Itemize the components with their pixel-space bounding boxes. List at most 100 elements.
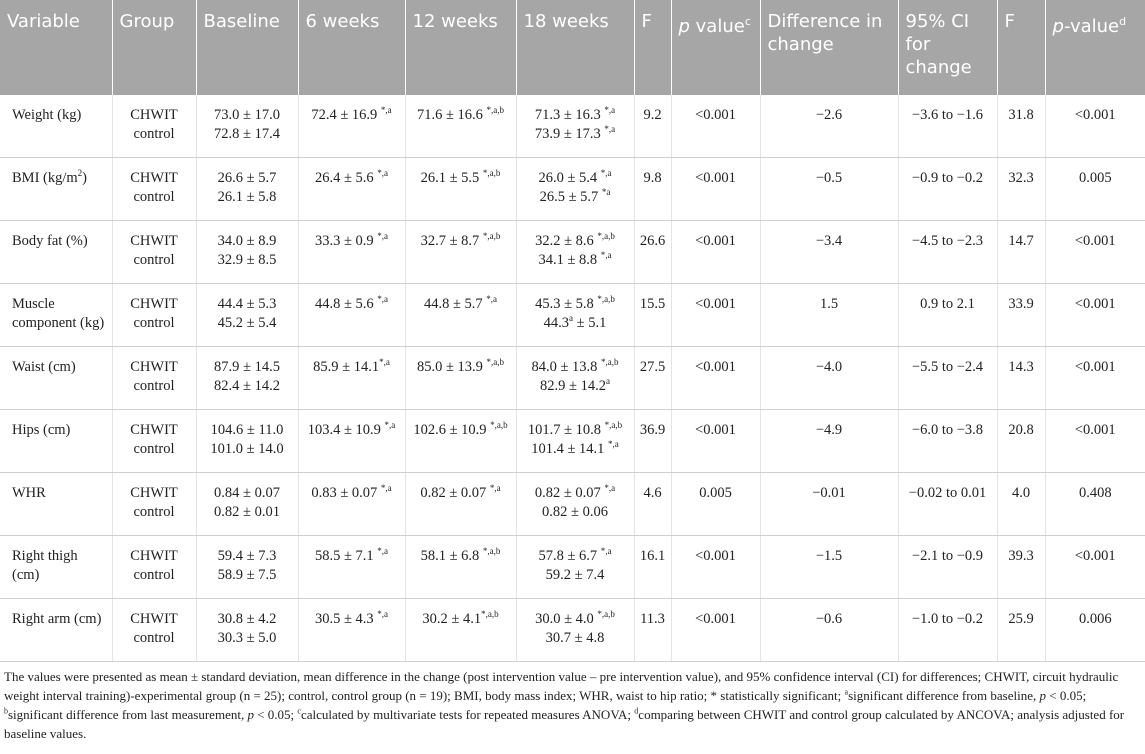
superscript: *,a,b [481,609,499,620]
text: 34.1 ± 8.8 [538,252,601,268]
table-cell: 20.8 [997,409,1046,473]
superscript: *,a [604,105,616,116]
text: 44.8 ± 5.6 [314,296,378,312]
text: Right thigh (cm) [12,548,78,583]
cell-line: −0.5 [765,169,894,188]
text: control [133,315,175,331]
text: Variable [7,11,80,32]
cell-line: CHWIT [117,106,192,125]
text: 72.4 ± 16.9 [311,107,381,123]
text: 45.3 ± 5.8 [535,296,598,312]
table-row: Right thigh (cm) CHWIT control 59.4 ± 7.3 58… [0,535,1145,599]
superscript: *,a [604,124,616,135]
text: CHWIT [130,422,178,438]
text: F [641,11,652,32]
superscript: *,a,b [486,105,505,116]
text: CHWIT [130,611,178,627]
text: 34.0 ± 8.9 [217,233,277,249]
superscript: d [1119,15,1127,28]
column-header: Variable [0,0,113,95]
text: 11.3 [640,611,665,627]
text: WHR [12,485,46,501]
cell-line: 72.8 ± 17.4 [201,125,294,144]
cell-line: 0.006 [1050,610,1142,629]
superscript: *,a [380,105,392,116]
cell-line: −4.0 [765,358,894,377]
text: 31.8 [1008,107,1034,123]
cell-line: −1.5 [765,547,894,566]
cell-line: 26.6 [639,232,667,251]
text: 30.2 ± 4.1 [422,611,482,627]
text: 0.82 ± 0.07 [534,485,605,501]
table-cell: 1.5 [760,283,899,347]
table-cell: 26.4 ± 5.6 *,a [298,157,406,221]
cell-line: 82.9 ± 14.2a [521,377,630,396]
table-cell: 0.83 ± 0.07 *,a [298,472,406,536]
table-cell: 104.6 ± 11.0 101.0 ± 14.0 [196,409,299,473]
text: 71.3 ± 16.3 [534,107,605,123]
text: −0.9 to −0.2 [911,170,984,186]
text: 14.3 [1008,359,1034,375]
italic-text: p [247,707,254,722]
superscript: *,a,b [486,357,505,368]
cell-line: 0.005 [676,484,756,503]
table-cell: 59.4 ± 7.3 58.9 ± 7.5 [196,535,299,599]
superscript: 2 [77,168,83,179]
cell-line: <0.001 [676,106,756,125]
text: 73.0 ± 17.0 [214,107,280,123]
text: 58.9 ± 7.5 [217,567,277,583]
text: CHWIT [130,107,178,123]
table-cell: 0.408 [1045,472,1145,536]
table-row: Weight (kg) CHWIT control 73.0 ± 17.0 72.8 ±… [0,95,1145,158]
cell-line: 31.8 [1002,106,1041,125]
superscript: *,a [600,168,612,179]
header-text: F [642,10,664,33]
cell-line: Right arm (cm) [12,610,108,629]
text: Body fat (%) [12,233,88,249]
text: −4.9 [815,422,843,438]
superscript: *,a,b [604,420,623,431]
table-cell: <0.001 [671,283,761,347]
text: significant difference from baseline, [848,688,1040,703]
text: −0.5 [815,170,843,186]
text: −2.6 [815,107,843,123]
text: 85.0 ± 13.9 [416,359,487,375]
cell-line: <0.001 [676,547,756,566]
superscript: *,a,b [597,231,615,242]
header-text: p-valued [1053,10,1139,38]
text: 4.0 [1011,485,1031,501]
italic-text: p [678,16,690,37]
table-cell: 26.6 ± 5.7 26.1 ± 5.8 [196,157,299,221]
header-text: Variable [7,10,105,33]
table-cell: 39.3 [997,535,1046,599]
italic-text: p [1052,16,1064,37]
text: 26.4 ± 5.6 [314,170,378,186]
text: 18 weeks [523,11,609,32]
text: Baseline [203,11,280,32]
cell-line: 0.408 [1050,484,1142,503]
text: −4.5 to −2.3 [911,233,984,249]
cell-line: 71.6 ± 16.6 *,a,b [410,106,512,125]
text: BMI (kg/m [12,170,78,186]
cell-line: 0.83 ± 0.07 *,a [303,484,401,503]
text: control [133,504,175,520]
table-cell: 44.8 ± 5.7 *,a [405,283,517,347]
text: 0.006 [1078,611,1112,627]
text: 82.9 ± 14.2 [540,378,606,394]
cell-line: control [117,251,192,270]
text: 73.9 ± 17.3 [534,126,605,142]
text: ) [82,170,87,186]
text: < 0.05; [253,707,298,722]
cell-line: 85.9 ± 14.1*,a [303,358,401,377]
cell-line: control [117,125,192,144]
cell-line: 9.8 [639,169,667,188]
text: 59.2 ± 7.4 [545,567,605,583]
text: 12 weeks [412,11,498,32]
table-cell: 87.9 ± 14.5 82.4 ± 14.2 [196,346,299,410]
table-cell: 57.8 ± 6.7 *,a 59.2 ± 7.4 [516,535,635,599]
text: 25.9 [1008,611,1034,627]
table-cell: 32.3 [997,157,1046,221]
superscript: *,a,b [597,609,615,620]
table-cell: <0.001 [1045,346,1145,410]
cell-line: 11.3 [639,610,667,629]
